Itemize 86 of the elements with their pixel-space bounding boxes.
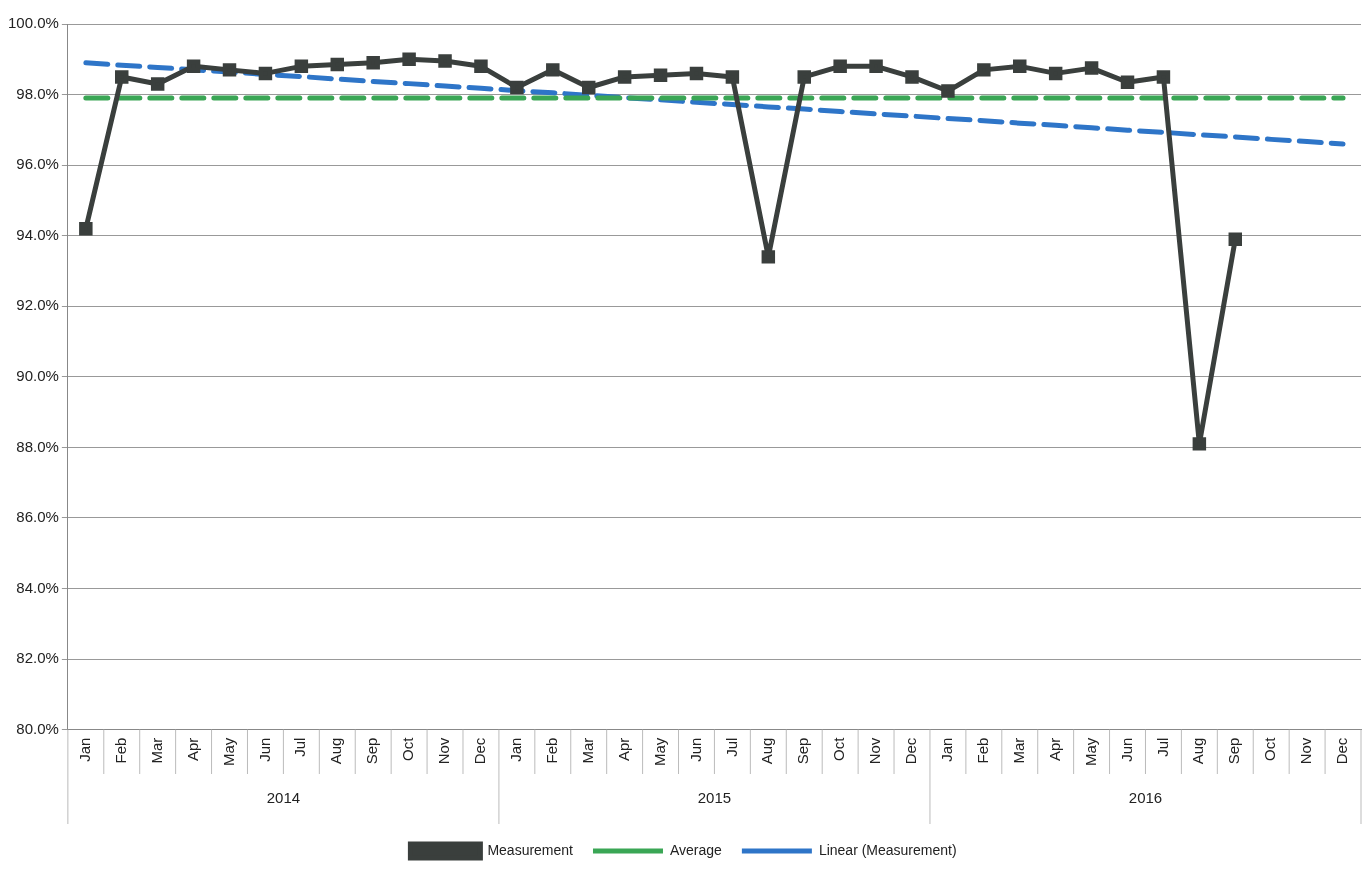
x-tick-label: Jun xyxy=(1117,737,1135,762)
point xyxy=(869,59,883,74)
x-tick-label: Dec xyxy=(471,737,489,765)
y-tick-label: 90.0% xyxy=(16,366,59,384)
x-tick-label: May xyxy=(650,737,668,767)
x-tick-label: Jan xyxy=(75,737,93,762)
x-tick-label: Nov xyxy=(435,737,453,765)
x-tick-label: Apr xyxy=(614,737,632,762)
x-tick-label: Mar xyxy=(147,737,165,764)
point xyxy=(115,70,129,84)
point xyxy=(581,80,596,95)
point xyxy=(797,70,811,84)
point xyxy=(1192,437,1207,451)
x-tick-label: Feb xyxy=(973,737,991,764)
legend-label: Measurement xyxy=(487,841,574,858)
point xyxy=(761,250,776,264)
y-tick-label: 82.0% xyxy=(16,649,59,667)
point xyxy=(150,77,165,91)
x-tick-label: Jan xyxy=(938,737,956,762)
point xyxy=(510,80,524,95)
point xyxy=(1048,66,1063,81)
x-tick-label: May xyxy=(219,737,237,767)
x-tick-label: Aug xyxy=(1189,737,1207,765)
point xyxy=(294,59,309,74)
x-tick-label: Dec xyxy=(902,737,920,765)
y-tick-label: 98.0% xyxy=(16,84,59,102)
x-tick-label: Sep xyxy=(794,737,812,765)
x-tick-label: Nov xyxy=(1297,737,1315,765)
text: 2014 xyxy=(266,789,301,807)
x-tick-label: Mar xyxy=(578,737,596,764)
x-tick-label: Nov xyxy=(866,737,884,765)
x-tick-label: Sep xyxy=(1225,737,1243,765)
point xyxy=(905,70,919,84)
x-tick-label: Oct xyxy=(1261,736,1279,762)
point xyxy=(833,59,847,74)
text: 2015 xyxy=(697,789,732,807)
x-tick-label: Sep xyxy=(363,737,381,765)
x-tick-label: Oct xyxy=(399,736,417,762)
point xyxy=(689,66,704,81)
point xyxy=(653,68,668,82)
point xyxy=(330,57,345,72)
point xyxy=(1228,232,1243,246)
point xyxy=(546,63,560,77)
x-tick-label: May xyxy=(1081,737,1099,767)
point xyxy=(1013,59,1027,74)
x-tick-label: Apr xyxy=(1045,737,1063,762)
point xyxy=(1084,61,1099,75)
x-tick-label: Jan xyxy=(507,737,525,762)
y-tick-label: 88.0% xyxy=(16,437,59,455)
y-tick-label: 100.0% xyxy=(8,14,59,32)
y-tick-label: 96.0% xyxy=(16,155,59,173)
legend-label: Linear (Measurement) xyxy=(818,841,957,858)
point xyxy=(1156,70,1171,84)
x-tick-label: Jul xyxy=(1153,737,1171,757)
x-tick-label: Jun xyxy=(686,737,704,762)
point xyxy=(366,56,380,70)
point xyxy=(258,66,273,81)
point xyxy=(438,54,452,68)
x-tick-label: Feb xyxy=(542,737,560,764)
point xyxy=(222,63,237,77)
y-tick-label: 80.0% xyxy=(16,719,59,737)
point xyxy=(977,63,991,77)
legend-label: Average xyxy=(669,841,723,858)
y-tick-label: 92.0% xyxy=(16,296,59,314)
x-tick-label: Jun xyxy=(255,737,273,762)
x-tick-label: Dec xyxy=(1333,737,1351,765)
x-tick-label: Apr xyxy=(183,737,201,762)
point xyxy=(474,59,488,74)
point xyxy=(186,59,201,74)
y-tick-label: 84.0% xyxy=(16,578,59,596)
x-tick-label: Aug xyxy=(327,737,345,765)
point xyxy=(402,52,416,67)
point xyxy=(725,70,740,84)
point xyxy=(617,70,632,84)
y-tick-label: 94.0% xyxy=(16,225,59,243)
point xyxy=(1120,75,1135,89)
x-tick-label: Mar xyxy=(1009,737,1027,764)
x-tick-label: Jul xyxy=(291,737,309,757)
x-tick-label: Oct xyxy=(830,736,848,762)
x-tick-label: Feb xyxy=(111,737,129,764)
y-tick-label: 86.0% xyxy=(16,508,59,526)
point xyxy=(941,84,955,98)
text: 2016 xyxy=(1128,789,1163,807)
x-tick-label: Jul xyxy=(722,737,740,757)
point xyxy=(79,221,93,236)
x-tick-label: Aug xyxy=(758,737,776,765)
